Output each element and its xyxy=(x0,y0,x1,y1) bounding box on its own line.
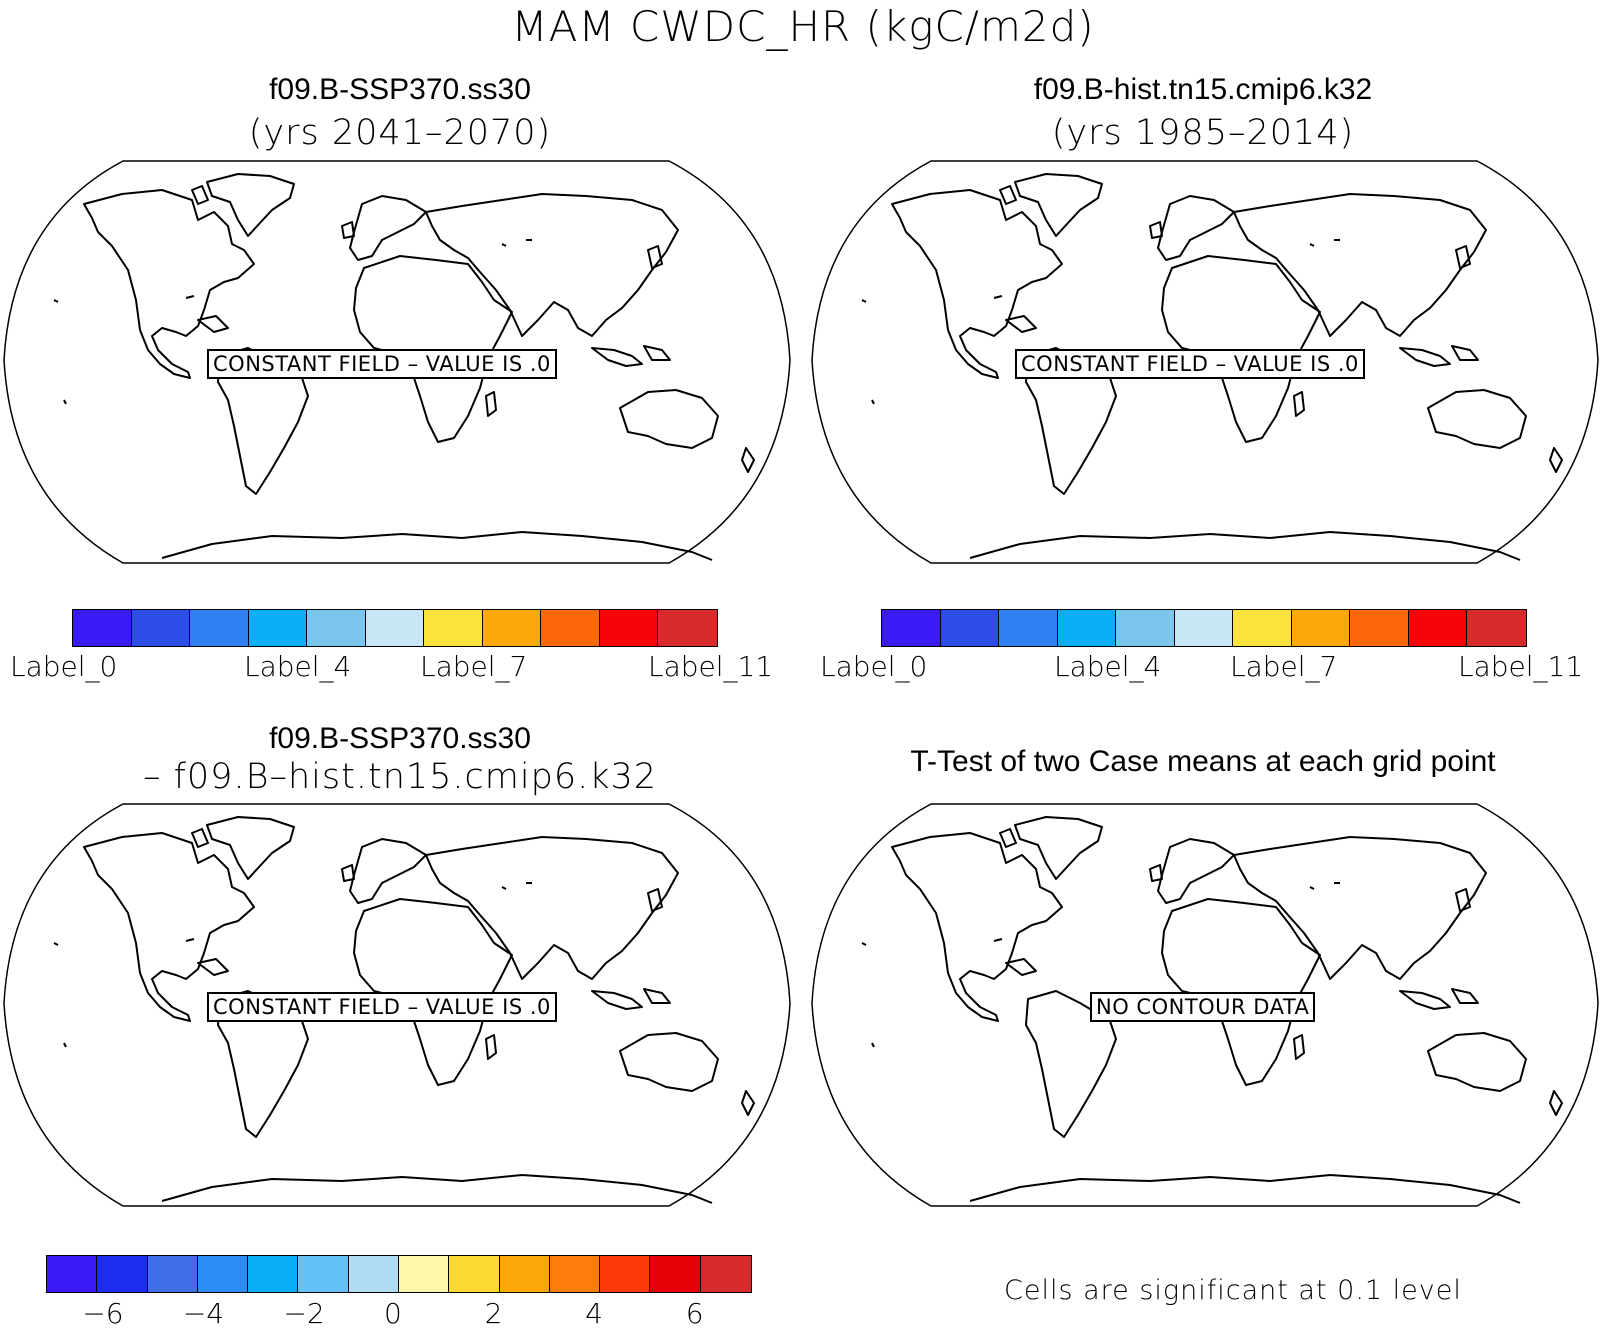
colorbar-tick-label: Label_7 xyxy=(420,650,528,683)
colorbar-cell xyxy=(47,1256,98,1292)
colorbar-tick-label: Label_11 xyxy=(648,650,774,683)
panel1-subtitle: (yrs 2041–2070) xyxy=(248,113,552,153)
colorbar-cell xyxy=(1057,610,1117,646)
panel4-title: T-Test of two Case means at each grid po… xyxy=(910,745,1496,778)
colorbar-cell xyxy=(1116,610,1175,646)
colorbar-cell xyxy=(398,1256,450,1292)
colorbar-cell xyxy=(549,1256,601,1292)
panel3-subtitle: – f09.B–hist.tn15.cmip6.k32 xyxy=(142,757,658,797)
colorbar-cell xyxy=(650,1256,701,1292)
colorbar-difference xyxy=(46,1255,752,1293)
constant-field-label: CONSTANT FIELD – VALUE IS .0 xyxy=(1015,349,1365,379)
colorbar-cell xyxy=(1291,610,1351,646)
colorbar-cell xyxy=(197,1256,249,1292)
colorbar-panel1 xyxy=(72,609,718,647)
colorbar-panel2 xyxy=(881,609,1527,647)
colorbar-cell xyxy=(882,610,941,646)
colorbar-cell xyxy=(658,610,717,646)
colorbar-cell xyxy=(999,610,1058,646)
colorbar-tick-label: −6 xyxy=(82,1297,124,1330)
panel3-title: f09.B-SSP370.ss30 xyxy=(269,722,531,755)
colorbar-cell xyxy=(1467,610,1526,646)
colorbar-tick-label: Label_7 xyxy=(1230,650,1338,683)
colorbar-cell xyxy=(307,610,366,646)
no-contour-label: NO CONTOUR DATA xyxy=(1090,992,1316,1022)
colorbar-cell xyxy=(1408,610,1468,646)
colorbar-tick-label: 0 xyxy=(384,1297,402,1330)
colorbar-cell xyxy=(700,1256,751,1292)
colorbar-cell xyxy=(1174,610,1234,646)
colorbar-tick-label: Label_4 xyxy=(244,650,352,683)
significance-note: Cells are significant at 0.1 level xyxy=(1004,1275,1462,1306)
colorbar-cell xyxy=(600,1256,651,1292)
colorbar-cell xyxy=(365,610,425,646)
colorbar-tick-label: 4 xyxy=(585,1297,603,1330)
colorbar-tick-label: −4 xyxy=(182,1297,225,1330)
colorbar-cell xyxy=(499,1256,550,1292)
colorbar-cell xyxy=(248,1256,299,1292)
colorbar-tick-label: Label_0 xyxy=(10,650,118,683)
colorbar-cell xyxy=(541,610,600,646)
colorbar-cell xyxy=(940,610,1000,646)
colorbar-tick-label: Label_0 xyxy=(820,650,928,683)
colorbar-cell xyxy=(424,610,483,646)
page-title: MAM CWDC_HR (kgC/m2d) xyxy=(511,2,1095,51)
colorbar-tick-label: 6 xyxy=(685,1297,704,1330)
colorbar-cell xyxy=(147,1256,198,1292)
colorbar-cell xyxy=(348,1256,399,1292)
colorbar-tick-label: 2 xyxy=(484,1297,503,1330)
colorbar-cell xyxy=(73,610,132,646)
colorbar-cell xyxy=(97,1256,148,1292)
colorbar-cell xyxy=(190,610,249,646)
panel1-title: f09.B-SSP370.ss30 xyxy=(269,73,531,106)
colorbar-cell xyxy=(1233,610,1292,646)
panel2-subtitle: (yrs 1985–2014) xyxy=(1051,113,1355,153)
colorbar-cell xyxy=(298,1256,349,1292)
colorbar-cell xyxy=(482,610,542,646)
panel2-title: f09.B-hist.tn15.cmip6.k32 xyxy=(1033,73,1373,106)
colorbar-tick-label: Label_11 xyxy=(1458,650,1584,683)
constant-field-label: CONSTANT FIELD – VALUE IS .0 xyxy=(207,349,557,379)
colorbar-cell xyxy=(248,610,308,646)
colorbar-cell xyxy=(599,610,659,646)
colorbar-cell xyxy=(1350,610,1409,646)
constant-field-label: CONSTANT FIELD – VALUE IS .0 xyxy=(207,992,557,1022)
colorbar-tick-label: Label_4 xyxy=(1054,650,1162,683)
colorbar-tick-label: −2 xyxy=(283,1297,325,1330)
colorbar-cell xyxy=(449,1256,500,1292)
colorbar-cell xyxy=(131,610,191,646)
